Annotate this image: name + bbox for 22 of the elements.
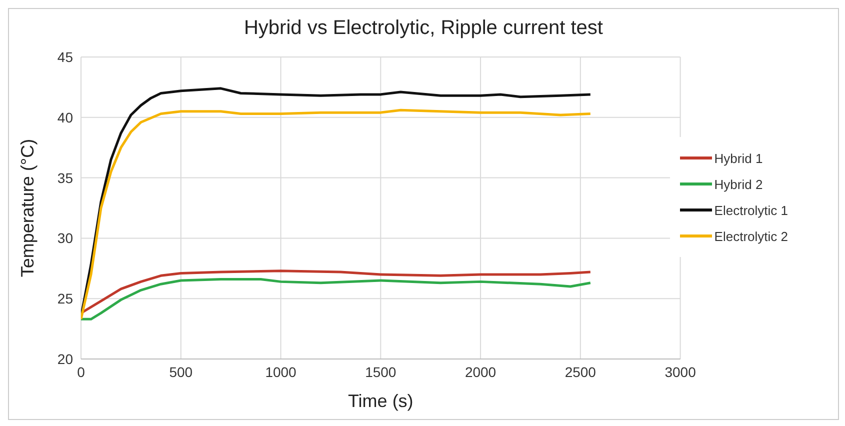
line-series <box>81 270 592 314</box>
x-tick-label: 2000 <box>464 364 496 380</box>
chart-title: Hybrid vs Electrolytic, Ripple current test <box>242 16 604 41</box>
x-tick-label: 1000 <box>265 364 297 380</box>
x-tick-label: 0 <box>77 364 86 380</box>
y-tick-label: 25 <box>57 290 74 307</box>
legend-label: Electrolytic 2 <box>714 228 788 244</box>
x-tick-label: 3000 <box>664 364 696 380</box>
y-axis-title: Temperature (°C) <box>17 138 38 278</box>
legend-label: Hybrid 2 <box>714 176 763 192</box>
legend-label: Electrolytic 1 <box>714 202 788 218</box>
y-tick-label: 20 <box>57 350 74 367</box>
x-tick-label: 500 <box>169 364 193 380</box>
y-tick-label: 30 <box>57 230 74 246</box>
legend-label: Hybrid 1 <box>714 150 763 166</box>
y-tick-label: 45 <box>57 48 74 65</box>
x-tick-label: 1500 <box>365 364 396 380</box>
x-tick-label: 2500 <box>564 364 596 380</box>
x-axis-title: Time (s) <box>348 391 414 411</box>
y-tick-label: 35 <box>57 170 74 186</box>
y-tick-label: 40 <box>57 109 74 126</box>
line-series <box>81 278 592 320</box>
